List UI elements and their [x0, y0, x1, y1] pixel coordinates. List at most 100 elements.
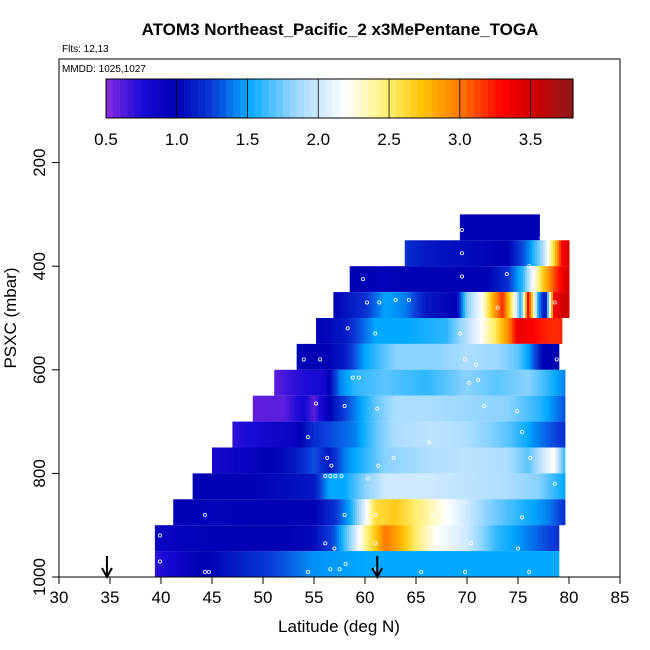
heatmap-cell	[507, 266, 510, 293]
heatmap-cell	[170, 551, 174, 577]
heatmap-cell	[461, 318, 465, 344]
heatmap-cell	[472, 343, 476, 370]
heatmap-cell	[328, 447, 331, 474]
heatmap-cell	[305, 499, 308, 526]
flight-point	[305, 435, 310, 440]
heatmap-cell	[550, 551, 554, 577]
heatmap-cell	[403, 499, 406, 526]
heatmap-cell	[428, 551, 432, 577]
heatmap-cell	[428, 343, 432, 370]
heatmap-cell	[184, 551, 188, 577]
heatmap-cell	[525, 214, 528, 241]
heatmap-cell	[446, 240, 450, 267]
heatmap-cell	[298, 343, 302, 370]
heatmap-cell	[482, 499, 486, 526]
heatmap-cell	[346, 421, 350, 448]
heatmap-cell	[397, 318, 401, 344]
heatmap-cell	[500, 240, 504, 267]
flight-point	[333, 473, 338, 478]
heatmap-cell	[441, 266, 444, 293]
heatmap-cell	[228, 447, 231, 474]
heatmap-cell	[403, 318, 407, 344]
heatmap-cell	[475, 266, 478, 293]
heatmap-cell	[442, 473, 446, 500]
heatmap-cell	[474, 473, 478, 500]
heatmap-cell	[410, 369, 414, 396]
colorbar-segment	[106, 79, 114, 118]
heatmap-cell	[306, 473, 310, 500]
heatmap-cell	[520, 551, 524, 577]
heatmap-cell	[477, 318, 481, 344]
heatmap-cell	[344, 551, 348, 577]
heatmap-cell	[492, 421, 496, 448]
heatmap-cell	[502, 473, 506, 500]
flight-point	[462, 569, 467, 574]
heatmap-cell	[264, 421, 267, 448]
heatmap-cell	[502, 395, 506, 422]
heatmap-cell	[531, 266, 534, 293]
heatmap-cell	[494, 395, 498, 422]
heatmap-cell	[504, 525, 508, 552]
heatmap-cell	[226, 525, 230, 552]
heatmap-cell	[552, 447, 556, 474]
heatmap-cell	[385, 499, 388, 526]
heatmap-cell	[366, 318, 369, 344]
heatmap-cell	[460, 240, 464, 267]
heatmap-cell	[408, 369, 412, 396]
heatmap-cell	[364, 447, 367, 474]
heatmap-cell	[366, 525, 370, 552]
heatmap-cell	[358, 525, 362, 552]
heatmap-cell	[340, 343, 344, 370]
heatmap-cell	[359, 292, 362, 318]
heatmap-cell	[441, 499, 444, 526]
heatmap-cell	[508, 343, 512, 370]
heatmap-cell	[451, 292, 454, 318]
heatmap-cell	[461, 214, 465, 241]
heatmap-cell	[290, 525, 294, 552]
heatmap-cell	[506, 369, 510, 396]
heatmap-cell	[344, 318, 347, 344]
heatmap-cell	[402, 551, 406, 577]
heatmap-cell	[439, 266, 442, 293]
heatmap-cell	[350, 395, 354, 422]
flight-point	[342, 404, 347, 409]
heatmap-cell	[385, 266, 389, 293]
colorbar-segment	[339, 79, 348, 118]
heatmap-cell	[260, 447, 263, 474]
heatmap-cell	[316, 343, 320, 370]
heatmap-cell	[174, 551, 178, 577]
heatmap-cell	[471, 266, 474, 293]
heatmap-cell	[320, 473, 324, 500]
heatmap-cell	[546, 369, 550, 396]
heatmap-cell	[421, 266, 424, 293]
heatmap-cell	[440, 473, 444, 500]
heatmap-cell	[405, 318, 409, 344]
heatmap-cell	[478, 447, 482, 474]
x-tick-label: 45	[203, 588, 222, 607]
heatmap-cell	[554, 395, 558, 422]
heatmap-cell	[168, 525, 172, 552]
heatmap-cell	[506, 421, 510, 448]
heatmap-cell	[303, 499, 306, 526]
heatmap-cell	[386, 369, 389, 396]
flight-point	[328, 567, 333, 572]
heatmap-cell	[361, 266, 365, 293]
heatmap-cell	[327, 499, 330, 526]
heatmap-cell	[567, 266, 570, 293]
heatmap-cell	[406, 525, 410, 552]
heatmap-cell	[296, 447, 299, 474]
heatmap-cell	[310, 395, 314, 422]
heatmap-cell	[160, 525, 164, 552]
heatmap-cell	[533, 292, 536, 318]
flight-point	[373, 512, 378, 517]
heatmap-cell	[320, 369, 323, 396]
heatmap-cell	[446, 369, 450, 396]
heatmap-cell	[548, 525, 552, 552]
heatmap-cell	[316, 473, 320, 500]
heatmap-cell	[446, 447, 450, 474]
heatmap-cell	[383, 318, 387, 344]
heatmap-cell	[533, 266, 536, 293]
heatmap-cell	[308, 473, 312, 500]
heatmap-cell	[462, 525, 466, 552]
heatmap-cell	[522, 395, 526, 422]
